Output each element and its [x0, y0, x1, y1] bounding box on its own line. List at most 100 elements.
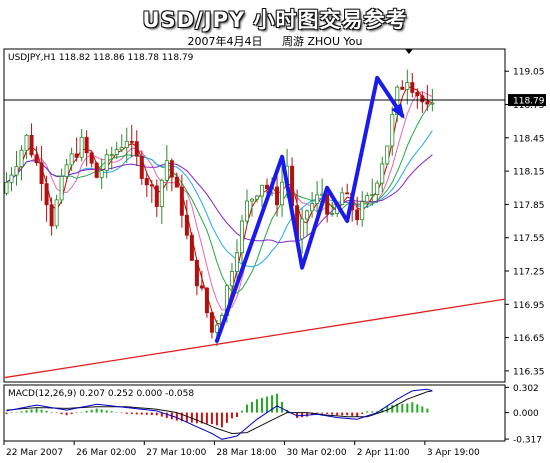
candlestick	[9, 167, 14, 192]
candlestick	[275, 171, 280, 217]
candlestick	[204, 287, 209, 318]
candlestick	[64, 158, 69, 180]
date-label: 2007年4月4日	[187, 35, 263, 48]
candlestick	[305, 209, 310, 237]
candlestick	[139, 150, 144, 185]
candlestick	[260, 184, 265, 207]
support-trend-line	[4, 298, 505, 379]
candlestick	[375, 180, 380, 204]
macd-tick-label: 0.000	[513, 409, 539, 419]
candlestick	[104, 149, 109, 179]
macd-panel: MACD(12,26,9) 0.207 0.252 0.000 -0.058	[3, 384, 506, 442]
candlestick	[4, 172, 9, 196]
candlestick	[174, 172, 179, 188]
candlestick	[410, 73, 415, 98]
candlestick	[239, 215, 244, 270]
candlesticks	[4, 69, 435, 347]
page-subtitle: 2007年4月4日 周游 ZHOU You	[0, 33, 550, 49]
candlestick	[340, 187, 345, 205]
current-price-value: 118.79	[513, 97, 545, 107]
candlestick	[94, 161, 99, 179]
candlestick	[34, 146, 39, 166]
candlestick	[144, 171, 149, 197]
macd-info: MACD(12,26,9) 0.207 0.252 0.000 -0.058	[8, 389, 194, 399]
candlestick	[425, 85, 430, 111]
time-tick-label: 22 Mar 2007	[6, 448, 63, 458]
price-tick-label: 118.15	[513, 168, 545, 178]
candlestick	[114, 141, 119, 160]
time-tick-label: 2 Apr 11:00	[357, 448, 410, 458]
current-price-box	[508, 94, 546, 107]
candlestick	[189, 232, 194, 261]
price-tick-label: 119.05	[513, 68, 545, 78]
candlestick	[249, 197, 254, 217]
candlestick	[255, 194, 260, 203]
candlestick	[49, 197, 54, 236]
symbol-info: USDJPY,H1 118.82 118.86 118.78 118.79	[8, 53, 194, 63]
candlestick	[119, 134, 124, 153]
trend-line	[4, 298, 505, 379]
candlestick	[164, 145, 169, 191]
candlestick	[89, 150, 94, 168]
candlestick	[345, 183, 350, 195]
price-tick-label: 116.65	[513, 334, 545, 344]
candlestick	[74, 137, 79, 162]
candlestick	[415, 88, 420, 109]
macd-main-line	[6, 388, 433, 440]
candlestick	[24, 133, 29, 160]
macd-histogram	[5, 393, 429, 428]
candlestick	[360, 191, 365, 227]
candlestick	[109, 146, 114, 170]
forecast-line	[214, 75, 405, 343]
candlestick	[19, 145, 24, 181]
candlestick	[134, 130, 139, 167]
candlestick	[149, 180, 154, 203]
candlestick	[69, 147, 74, 172]
page-title: USD/JPY 小时图交易参考	[142, 8, 408, 32]
candlestick	[390, 106, 395, 156]
macd-tick-label: -0.317	[513, 436, 542, 446]
price-axis: 119.05118.75118.45118.15117.85117.55117.…	[505, 68, 545, 377]
current-bar-marker	[405, 49, 413, 54]
candlestick	[79, 129, 84, 162]
candlestick	[420, 91, 425, 114]
candlestick	[234, 239, 239, 280]
candlestick	[14, 150, 19, 186]
candlestick	[395, 85, 400, 122]
candlestick	[159, 178, 164, 225]
candlestick	[154, 179, 159, 217]
candlestick	[400, 80, 405, 90]
time-tick-label: 3 Apr 19:00	[427, 448, 480, 458]
macd-tick-label: 0.302	[513, 384, 539, 394]
candlestick	[124, 127, 129, 163]
time-tick-label: 30 Mar 02:00	[287, 448, 347, 458]
price-tick-label: 116.35	[513, 367, 545, 377]
time-tick-label: 26 Mar 02:00	[76, 448, 136, 458]
candlestick	[179, 174, 184, 228]
candlestick	[310, 191, 315, 218]
candlestick	[300, 207, 305, 254]
forecast-path	[214, 75, 405, 343]
candlestick	[365, 192, 370, 208]
forecast-arrowhead	[391, 103, 405, 119]
price-tick-label: 117.25	[513, 268, 545, 278]
time-tick-label: 27 Mar 10:00	[146, 448, 206, 458]
candlestick	[280, 166, 285, 217]
candlestick	[54, 194, 59, 229]
candlestick	[209, 311, 214, 339]
candlestick	[199, 270, 204, 291]
macd-axis: 0.302 0.000 -0.317	[505, 384, 542, 446]
price-tick-label: 118.45	[513, 134, 545, 144]
price-tick-label: 117.55	[513, 234, 545, 244]
candlestick	[169, 158, 174, 192]
candlestick	[330, 201, 335, 217]
price-tick-label: 116.95	[513, 301, 545, 311]
candlestick	[129, 124, 134, 157]
candlestick	[59, 168, 64, 205]
candlestick	[244, 189, 249, 226]
candlestick	[184, 199, 189, 240]
candlestick	[355, 196, 360, 226]
candlestick	[370, 178, 375, 206]
candlestick	[405, 69, 410, 105]
